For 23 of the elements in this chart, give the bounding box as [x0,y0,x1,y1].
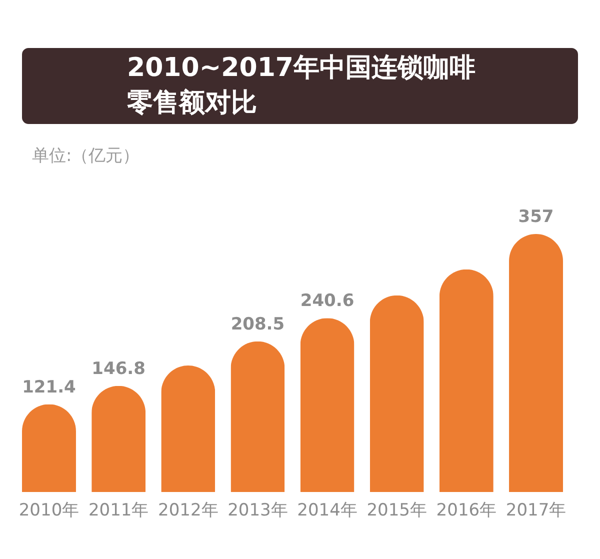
x-tick-label: 2016年 [436,500,497,520]
x-tick-label: 2010年 [18,500,80,520]
bar [230,341,285,492]
x-tick-label: 2012年 [158,500,218,520]
bar [439,269,494,492]
bar [92,386,146,492]
bar [300,318,354,492]
data-label: 146.8 [92,358,146,379]
chart-title: 2010~2017年中国连锁咖啡零售额对比 [127,53,476,118]
bar [509,234,563,492]
bar [22,404,76,492]
bar [370,295,424,492]
x-tick-label: 2013年 [228,500,288,520]
data-label: 208.5 [230,314,285,334]
data-label: 357 [518,207,554,227]
x-tick-label: 2017年 [506,500,566,520]
data-label: 240.6 [300,291,354,312]
x-tick-label: 2014年 [297,500,358,520]
x-tick-label: 2011年 [88,500,149,520]
x-tick-label: 2015年 [366,500,427,520]
data-label: 121.4 [22,377,76,398]
bar [161,366,216,492]
chart-subtitle: 单位:（亿元） [32,146,140,166]
